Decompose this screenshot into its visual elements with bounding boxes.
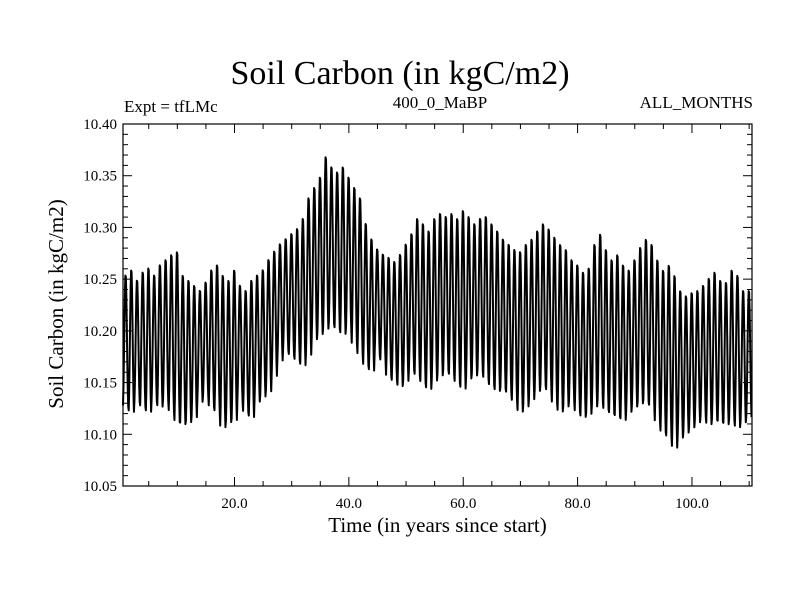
- y-tick-label: 10.35: [83, 169, 117, 185]
- x-tick-label: 20.0: [221, 496, 247, 512]
- x-axis-label: Time (in years since start): [328, 513, 547, 537]
- y-tick-label: 10.15: [83, 376, 117, 392]
- y-tick-label: 10.40: [83, 117, 117, 133]
- plot-frame: [122, 123, 753, 487]
- chart-subtitle: 400_0_MaBP: [392, 93, 488, 112]
- y-tick-label: 10.20: [83, 324, 117, 340]
- y-axis-ticks: 10.05 10.10 10.15 10.20 10.25 10.30 10.35 10.40: [83, 117, 752, 495]
- experiment-label: Expt = tfLMc: [124, 97, 218, 116]
- y-tick-label: 10.25: [83, 272, 117, 288]
- y-tick-label: 10.30: [83, 220, 117, 236]
- period-label: ALL_MONTHS: [639, 93, 753, 112]
- x-tick-label: 60.0: [450, 496, 476, 512]
- x-tick-label: 80.0: [564, 496, 590, 512]
- series-layer: [122, 156, 753, 449]
- x-tick-label: 100.0: [675, 496, 709, 512]
- chart-title: Soil Carbon (in kgC/m2): [230, 55, 570, 92]
- y-tick-label: 10.05: [83, 479, 117, 495]
- y-tick-label: 10.10: [83, 427, 117, 443]
- y-axis-label: Soil Carbon (in kgC/m2): [44, 199, 68, 409]
- x-tick-label: 40.0: [336, 496, 362, 512]
- x-axis-ticks: 20.0 40.0 60.0 80.0 100.0: [148, 124, 750, 512]
- series-line-soil-carbon: [122, 156, 753, 449]
